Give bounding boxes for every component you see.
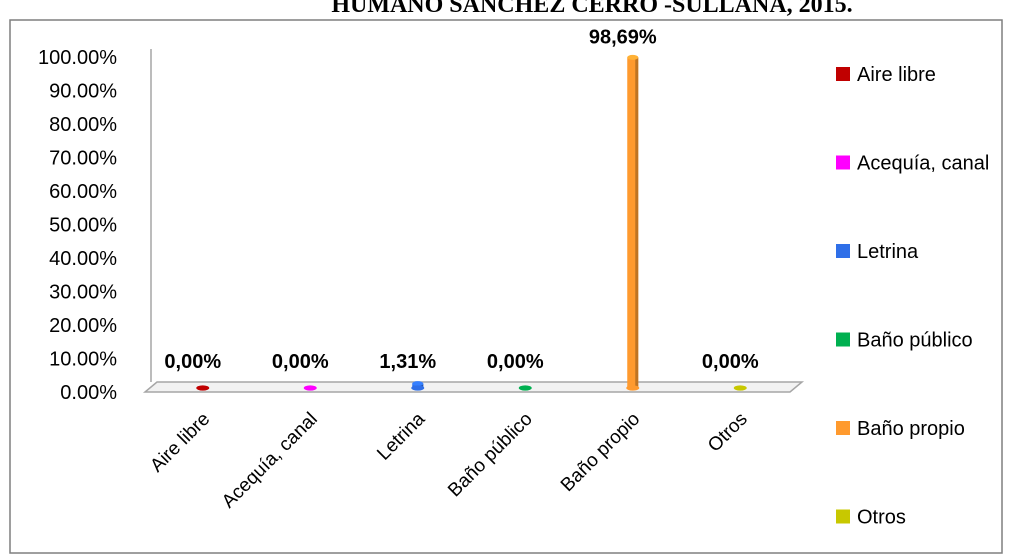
data-label: 0,00% <box>164 351 221 373</box>
bar-base <box>518 385 532 391</box>
legend: Aire libre Acequía, canal Letrina Baño públ… <box>836 64 989 529</box>
y-tick-label: 0.00% <box>60 382 117 404</box>
bar <box>411 381 425 391</box>
legend-swatch <box>836 67 850 81</box>
bar <box>303 385 317 391</box>
data-label: 0,00% <box>272 351 329 373</box>
bar-base <box>196 385 210 391</box>
bar <box>518 385 532 391</box>
legend-swatch <box>836 155 850 170</box>
y-tick-label: 50.00% <box>49 215 117 237</box>
legend-swatch <box>836 509 850 524</box>
y-tick-label: 90.00% <box>49 81 117 103</box>
bar-base <box>733 385 747 391</box>
axis-layer: 0.00% 10.00% 20.00% 30.00% 40.00% 50.00% 60.00… <box>38 47 805 404</box>
legend-label: Acequía, canal <box>857 153 989 175</box>
bar <box>733 385 747 391</box>
legend-item: Baño público <box>836 330 973 352</box>
legend-swatch <box>836 421 850 435</box>
y-tick-label: 60.00% <box>49 181 117 203</box>
data-label: 1,31% <box>379 351 436 373</box>
legend-label: Aire libre <box>857 64 936 86</box>
bar-base <box>626 385 640 391</box>
chart-frame <box>9 19 1003 554</box>
data-label: 0,00% <box>702 351 759 373</box>
legend-label: Baño público <box>857 330 973 352</box>
legend-item: Letrina <box>836 241 919 263</box>
legend-label: Otros <box>857 507 906 529</box>
bar-top <box>627 54 639 60</box>
bar-top <box>412 381 424 387</box>
legend-item: Aire libre <box>836 64 936 86</box>
chart-title: HUMANO SANCHEZ CERRO -SULLANA, 2015. <box>331 0 852 18</box>
bar <box>196 385 210 391</box>
bar-base <box>411 385 425 391</box>
y-tick-label: 80.00% <box>49 114 117 136</box>
bar-side <box>635 57 639 389</box>
legend-swatch <box>836 332 850 347</box>
y-tick-label: 70.00% <box>49 148 117 170</box>
bar-body <box>627 57 639 389</box>
y-tick-label: 20.00% <box>49 315 117 337</box>
y-tick-label: 30.00% <box>49 282 117 304</box>
legend-item: Otros <box>836 507 906 529</box>
legend-item: Baño propio <box>836 418 965 440</box>
bar <box>626 54 640 391</box>
y-tick-label: 10.00% <box>49 349 117 371</box>
chart-floor <box>142 381 805 393</box>
y-tick-label: 40.00% <box>49 248 117 270</box>
y-tick-label: 100.00% <box>38 47 117 69</box>
bar-base <box>303 385 317 391</box>
legend-label: Letrina <box>857 241 919 263</box>
bars-layer <box>196 54 747 391</box>
data-label: 0,00% <box>487 351 544 373</box>
data-label: 98,69% <box>589 26 657 48</box>
legend-label: Baño propio <box>857 418 965 440</box>
legend-swatch <box>836 244 850 258</box>
bar-side <box>420 383 424 388</box>
legend-item: Acequía, canal <box>836 153 989 175</box>
